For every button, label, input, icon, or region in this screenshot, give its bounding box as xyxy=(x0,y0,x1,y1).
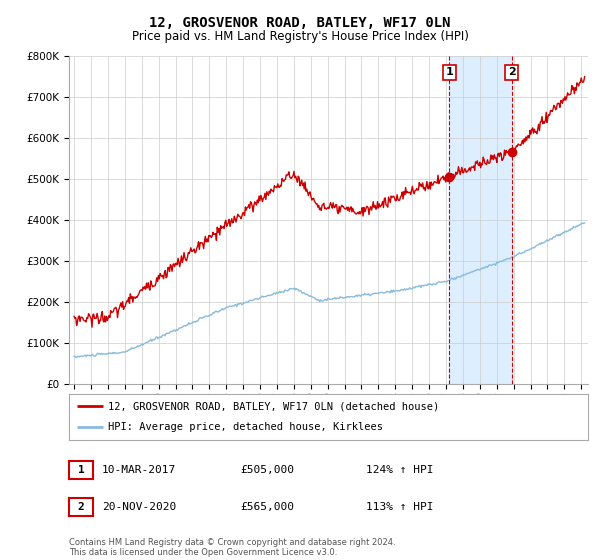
Text: 2: 2 xyxy=(77,502,85,512)
Text: £565,000: £565,000 xyxy=(240,502,294,512)
Text: 10-MAR-2017: 10-MAR-2017 xyxy=(102,465,176,475)
Text: 113% ↑ HPI: 113% ↑ HPI xyxy=(366,502,433,512)
Text: HPI: Average price, detached house, Kirklees: HPI: Average price, detached house, Kirk… xyxy=(108,422,383,432)
Text: Contains HM Land Registry data © Crown copyright and database right 2024.: Contains HM Land Registry data © Crown c… xyxy=(69,538,395,547)
Text: 1: 1 xyxy=(445,67,453,77)
Text: 20-NOV-2020: 20-NOV-2020 xyxy=(102,502,176,512)
Text: £505,000: £505,000 xyxy=(240,465,294,475)
Text: Price paid vs. HM Land Registry's House Price Index (HPI): Price paid vs. HM Land Registry's House … xyxy=(131,30,469,43)
Text: 124% ↑ HPI: 124% ↑ HPI xyxy=(366,465,433,475)
Text: This data is licensed under the Open Government Licence v3.0.: This data is licensed under the Open Gov… xyxy=(69,548,337,557)
Text: 12, GROSVENOR ROAD, BATLEY, WF17 0LN: 12, GROSVENOR ROAD, BATLEY, WF17 0LN xyxy=(149,16,451,30)
Bar xyxy=(449,56,512,384)
Text: 12, GROSVENOR ROAD, BATLEY, WF17 0LN (detached house): 12, GROSVENOR ROAD, BATLEY, WF17 0LN (de… xyxy=(108,401,439,411)
Text: 2: 2 xyxy=(508,67,515,77)
Text: 1: 1 xyxy=(77,465,85,475)
